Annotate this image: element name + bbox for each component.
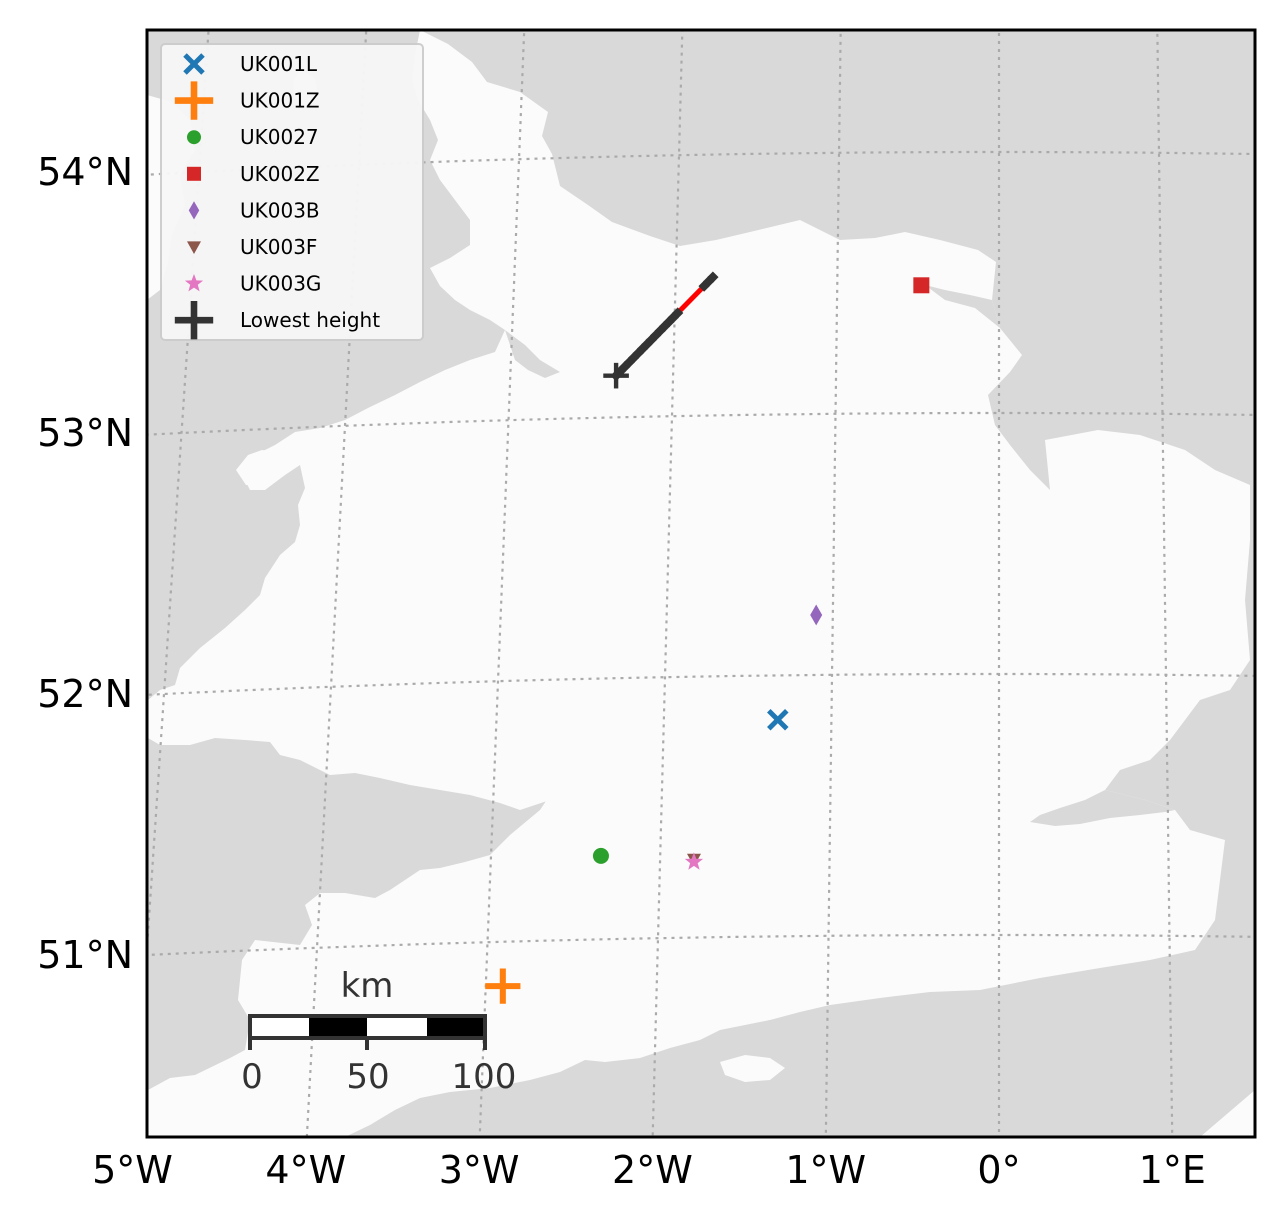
parallel-52 [147, 672, 1255, 696]
humber-estuary [925, 285, 1000, 328]
parallel-53 [147, 411, 1255, 436]
station-uk003g [684, 852, 704, 870]
station-uk001l [767, 709, 789, 731]
lon-tick-label: 0° [977, 1148, 1020, 1192]
lowest-height-marker [603, 362, 629, 389]
lat-tick-label: 54°N [37, 150, 133, 194]
legend-marker-6 [184, 274, 204, 292]
legend-label: UK003F [240, 235, 317, 259]
lat-tick-label: 51°N [37, 933, 133, 977]
track-point [698, 280, 710, 292]
station-uk0027 [592, 847, 609, 864]
lat-tick-label: 53°N [37, 411, 133, 455]
scale-bar-label-100: 100 [452, 1057, 517, 1097]
legend-label: UK001Z [240, 89, 320, 113]
longitude-tick-labels: 5°W 4°W 3°W 2°W 1°W 0° 1°E [92, 1148, 1206, 1192]
meridian--4 [305, 30, 368, 1137]
station-uk002z [913, 277, 930, 294]
scale-bar-unit: km [341, 966, 394, 1006]
parallel-51 [147, 933, 1255, 957]
station-uk003b [810, 604, 823, 626]
meridian--5 [147, 30, 210, 965]
legend-label: UK001L [240, 52, 318, 76]
station-uk001z [485, 968, 521, 1004]
scale-bar: km 0 50 100 [241, 966, 516, 1097]
legend-marker-7 [174, 301, 214, 340]
legend-marker-3 [187, 166, 201, 181]
scale-bar-segment-1 [252, 1018, 308, 1036]
lon-tick-label: 2°W [612, 1148, 693, 1192]
dee-estuary [505, 330, 560, 378]
legend-label: UK003B [240, 198, 320, 222]
lon-tick-label: 3°W [439, 1148, 520, 1192]
legend-marker-2 [187, 130, 201, 145]
legend: UK001L UK001Z UK0027 UK002Z UK003B UK003F UK00… [160, 43, 424, 341]
station-markers [485, 277, 930, 1004]
legend-marker-5 [187, 241, 201, 254]
france-landmass [1200, 1090, 1255, 1137]
scale-bar-label-50: 50 [346, 1057, 389, 1097]
latitude-tick-labels: 54°N 53°N 52°N 51°N [37, 150, 133, 977]
solent [700, 1020, 775, 1052]
thames-estuary [1030, 790, 1175, 826]
lon-tick-label: 5°W [92, 1148, 173, 1192]
meridian--2 [651, 30, 684, 1137]
scale-bar-segment-4 [427, 1018, 483, 1036]
lon-tick-label: 1°E [1139, 1148, 1206, 1192]
lowest-height-plus [603, 362, 629, 389]
lon-tick-label: 4°W [265, 1148, 346, 1192]
parallel-50 [0, 1196, 1285, 1221]
scale-bar-segment-3 [368, 1018, 426, 1036]
legend-marker-1 [174, 81, 214, 120]
legend-marker-4 [188, 201, 200, 220]
legend-items: UK001L UK001Z UK0027 UK002Z UK003B UK003F UK00… [174, 52, 380, 340]
meridian--3 [478, 30, 526, 1137]
anglesey-island [236, 450, 288, 485]
legend-box [160, 43, 424, 341]
legend-label: UK0027 [240, 125, 319, 149]
map-frame [145, 28, 1257, 1139]
parallel-54 [147, 150, 1255, 176]
meridian--1 [824, 30, 842, 1137]
flight-track-points [610, 271, 719, 382]
legend-label: Lowest height [240, 308, 380, 332]
legend-marker-0 [183, 53, 205, 75]
legend-label: UK002Z [240, 162, 320, 186]
lat-tick-label: 52°N [37, 672, 133, 716]
lon-tick-label: 1°W [785, 1148, 866, 1192]
scale-bar-label-0: 0 [241, 1057, 263, 1097]
isle-of-wight [720, 1055, 785, 1082]
scale-bar-segment-2 [309, 1018, 367, 1036]
meridian-1 [1156, 30, 1174, 1137]
legend-label: UK003G [240, 272, 321, 296]
